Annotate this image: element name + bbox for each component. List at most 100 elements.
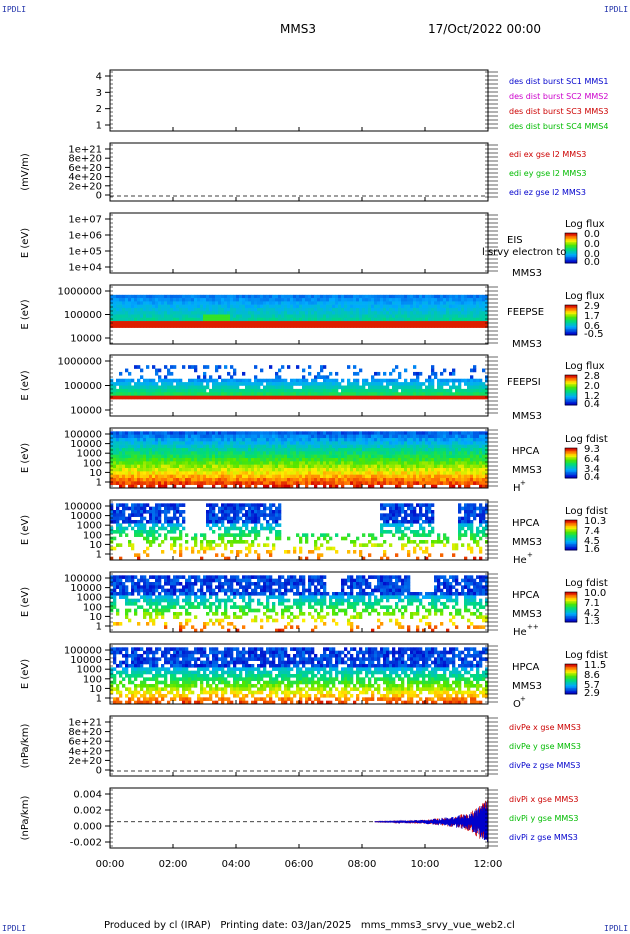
heatmap-cell [260,478,264,482]
heatmap-cell [122,530,126,534]
heatmap-cell [422,458,426,462]
heatmap-cell [200,448,204,452]
heatmap-cell [353,392,357,396]
heatmap-cell [266,444,270,449]
heatmap-cell [221,385,225,390]
heatmap-cell [341,448,345,452]
heatmap-cell [269,365,273,369]
heatmap-cell [368,484,372,489]
heatmap-cell [374,307,378,312]
heatmap-cell [248,503,252,507]
heatmap-cell [110,526,114,531]
heatmap-cell [170,516,174,521]
heatmap-cell [146,301,150,305]
heatmap-cell [149,510,153,514]
heatmap-cell [215,307,219,312]
heatmap-cell [140,441,144,445]
heatmap-cell [446,451,450,455]
heatmap-cell [353,461,357,465]
heatmap-cell [137,471,141,475]
heatmap-cell [257,458,261,462]
heatmap-cell [419,392,423,396]
heatmap-cell [320,324,324,328]
heatmap-cell [347,392,351,396]
heatmap-cell [281,307,285,312]
heatmap-cell [296,444,300,449]
heatmap-cell [206,516,210,521]
heatmap-cell [269,451,273,455]
heatmap-cell [329,454,333,459]
heatmap-cell [347,382,351,386]
heatmap-cell [239,540,243,544]
heatmap-cell [134,395,138,400]
heatmap-cell [131,464,135,469]
heatmap-cell [230,298,234,302]
heatmap-cell [203,550,207,554]
y-tick-label: 100000 [64,310,102,321]
heatmap-cell [185,434,189,439]
heatmap-cell [314,468,318,472]
heatmap-cell [167,478,171,482]
colorbar-frame [564,374,578,406]
heatmap-cell [320,441,324,445]
heatmap-cell [410,461,414,465]
heatmap-cell [134,365,138,369]
heatmap-cell [344,307,348,312]
heatmap-cell [380,474,384,479]
heatmap-cell [302,314,306,319]
heatmap-cell [362,451,366,455]
heatmap-cell [119,301,123,305]
y-tick-label: 1e+04 [68,263,102,274]
heatmap-cell [359,304,363,309]
heatmap-cell [188,461,192,465]
heatmap-cell [326,314,330,319]
heatmap-cell [341,431,345,435]
heatmap-cell [266,458,270,462]
heatmap-cell [209,461,213,465]
heatmap-cell [368,478,372,482]
heatmap-cell [275,454,279,459]
heatmap-cell [284,395,288,400]
heatmap-cell [443,304,447,309]
colorbar-segment [565,318,577,321]
heatmap-cell [326,444,330,449]
heatmap-cell [449,314,453,319]
heatmap-cell [173,550,177,554]
heatmap-cell [434,458,438,462]
heatmap-cell [140,481,144,485]
heatmap-cell [239,536,243,541]
heatmap-cell [200,388,204,393]
heatmap-cell [110,298,114,302]
heatmap-cell [218,392,222,396]
heatmap-cell [428,378,432,383]
heatmap-cell [167,395,171,400]
heatmap-cell [224,434,228,439]
heatmap-cell [341,301,345,305]
heatmap-cell [446,478,450,482]
heatmap-cell [170,523,174,527]
heatmap-cell [158,388,162,393]
heatmap-cell [347,395,351,400]
heatmap-cell [395,307,399,312]
heatmap-cell [365,474,369,479]
heatmap-cell [356,298,360,302]
heatmap-cell [233,311,237,315]
heatmap-cell [467,448,471,452]
heatmap-cell [407,294,411,299]
heatmap-cell [341,298,345,302]
heatmap-cell [185,444,189,449]
heatmap-cell [194,461,198,465]
heatmap-cell [146,546,150,551]
heatmap-cell [197,388,201,393]
heatmap-cell [143,550,147,554]
heatmap-cell [158,294,162,299]
colorbar-segment [565,393,577,395]
heatmap-cell [176,298,180,302]
colorbar-segment [565,326,577,328]
heatmap-cell [326,321,330,325]
heatmap-cell [377,451,381,455]
heatmap-cell [221,314,225,319]
heatmap-cell [170,438,174,442]
heatmap-cell [146,481,150,485]
heatmap-cell [323,448,327,452]
